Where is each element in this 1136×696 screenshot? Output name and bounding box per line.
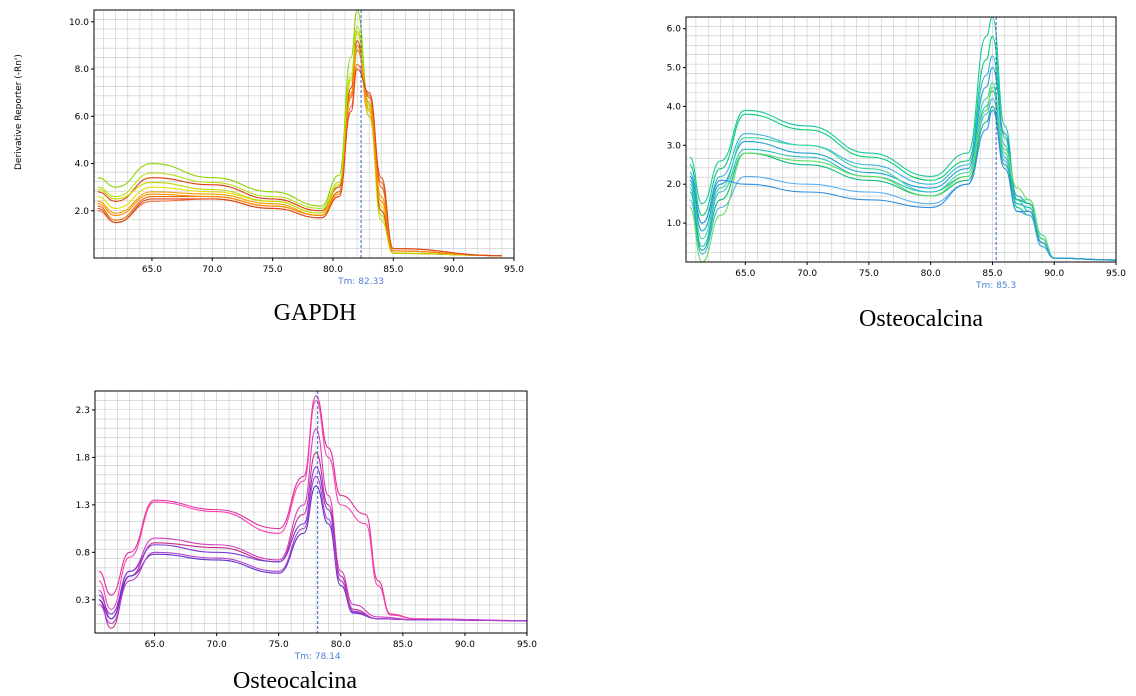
x-tick-label: 90.0	[455, 640, 475, 650]
x-tick-label: 90.0	[444, 265, 464, 275]
tm-label: Tm: 85.3	[975, 281, 1016, 291]
x-tick-label: 95.0	[517, 640, 537, 650]
y-tick-label: 2.0	[667, 180, 682, 190]
series-line	[689, 86, 1117, 263]
x-tick-label: 65.0	[145, 640, 165, 650]
x-tick-label: 85.0	[393, 640, 413, 650]
y-tick-label: 0.3	[76, 596, 90, 606]
x-tick-label: 95.0	[504, 265, 524, 275]
y-tick-label: 1.8	[76, 453, 91, 463]
y-tick-label: 1.0	[667, 219, 682, 229]
x-tick-label: 65.0	[735, 269, 755, 279]
x-tick-label: 90.0	[1044, 269, 1064, 279]
caption-gapdh: GAPDH	[273, 300, 357, 326]
y-tick-label: 2.3	[76, 406, 90, 416]
chart-gapdh: Tm: 82.33 65.0 70.0 75.0 80.0 85.0 90.0 95.0 2.0…	[69, 9, 544, 300]
series-line	[97, 68, 502, 257]
x-tick-label: 80.0	[921, 269, 941, 279]
x-tick-label: 75.0	[859, 269, 879, 279]
plot-frame	[685, 16, 1117, 263]
plot-area: Tm: 78.14 65.0 70.0 75.0 80.0 85.0 90.0 95.0 0.3…	[76, 390, 537, 662]
x-tick-label: 70.0	[207, 640, 227, 650]
y-tick-label: 0.8	[76, 548, 91, 558]
series-line	[689, 109, 1117, 261]
y-tick-label: 4.0	[667, 102, 682, 112]
x-tick-label: 75.0	[263, 265, 283, 275]
chart-osteocalcina-2: Tm: 78.14 65.0 70.0 75.0 80.0 85.0 90.0 95.0 0.3…	[76, 390, 537, 671]
x-tick-label: 70.0	[797, 269, 817, 279]
y-axis-label: Derivative Reporter (-Rn')	[14, 54, 24, 170]
y-tick-label: 10.0	[69, 18, 89, 28]
y-tick-label: 2.0	[75, 207, 90, 217]
x-tick-label: 95.0	[1106, 269, 1126, 279]
series-line	[98, 428, 528, 622]
plot-frame	[94, 390, 528, 634]
series-line	[98, 475, 528, 625]
tm-label: Tm: 78.14	[294, 652, 341, 662]
x-tick-label: 75.0	[269, 640, 289, 650]
x-tick-label: 80.0	[323, 265, 343, 275]
chart-osteocalcina-1: Tm: 85.3 65.0 70.0 75.0 80.0 85.0 90.0 95.0 1.0 2…	[667, 16, 1126, 307]
plot-area: Tm: 82.33 65.0 70.0 75.0 80.0 85.0 90.0 95.0 2.0…	[69, 9, 524, 287]
x-tick-label: 70.0	[202, 265, 222, 275]
y-tick-label: 3.0	[667, 141, 682, 151]
x-tick-label: 85.0	[383, 265, 403, 275]
caption-osteocalcina-1: Osteocalcina	[859, 306, 983, 332]
y-tick-label: 5.0	[667, 64, 682, 74]
x-tick-label: 85.0	[982, 269, 1002, 279]
plot-frame	[93, 9, 515, 259]
caption-osteocalcina-2: Osteocalcina	[233, 668, 357, 694]
series-line	[98, 399, 528, 622]
x-tick-label: 65.0	[142, 265, 162, 275]
y-tick-label: 6.0	[75, 112, 90, 122]
y-tick-label: 6.0	[667, 25, 682, 35]
plot-area: Tm: 85.3 65.0 70.0 75.0 80.0 85.0 90.0 95.0 1.0 2…	[667, 16, 1126, 291]
series-line	[97, 30, 502, 257]
y-tick-label: 8.0	[75, 65, 90, 75]
x-tick-label: 80.0	[331, 640, 351, 650]
tm-label: Tm: 82.33	[337, 277, 384, 287]
y-tick-label: 4.0	[75, 160, 90, 170]
y-tick-label: 1.3	[76, 501, 90, 511]
